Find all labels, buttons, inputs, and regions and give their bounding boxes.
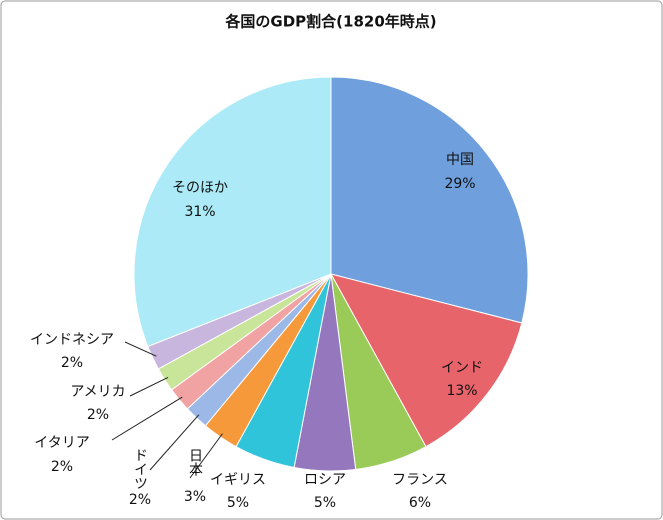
data-label-value: 2%	[87, 407, 109, 423]
data-label-name: そのほか	[172, 180, 228, 196]
data-label-name: イギリス	[210, 472, 266, 488]
leader-line	[149, 414, 200, 471]
pie-slice	[330, 273, 523, 448]
data-label-name: 日本	[187, 448, 203, 476]
data-label-value: 2%	[61, 355, 83, 371]
data-label-name: インド	[441, 360, 483, 376]
chart-title: 各国のGDP割合(1820年時点)	[224, 13, 436, 31]
data-label-value: 13%	[446, 383, 477, 399]
data-label-value: 5%	[227, 495, 249, 511]
data-label-value: 29%	[444, 176, 475, 192]
data-label-name: フランス	[392, 472, 448, 488]
data-label-name: ドイツ	[132, 448, 148, 490]
leader-line	[129, 376, 169, 397]
data-label-value: 5%	[314, 495, 336, 511]
data-label-value: 3%	[184, 489, 206, 505]
data-label-name: ロシア	[304, 472, 346, 488]
data-label-value: 2%	[129, 492, 151, 508]
leader-line	[189, 433, 223, 479]
data-label-name: イタリア	[34, 435, 89, 451]
data-label-name: 中国	[446, 152, 474, 168]
leader-line	[124, 341, 157, 357]
data-label-name: インドネシア	[30, 332, 114, 348]
leader-line	[111, 396, 183, 441]
data-label-value: 31%	[184, 204, 215, 220]
data-label-value: 6%	[409, 495, 431, 511]
pie-slice	[330, 76, 529, 324]
pie-slice	[133, 76, 332, 348]
data-label-name: アメリカ	[70, 384, 125, 400]
data-label-value: 2%	[51, 459, 73, 475]
